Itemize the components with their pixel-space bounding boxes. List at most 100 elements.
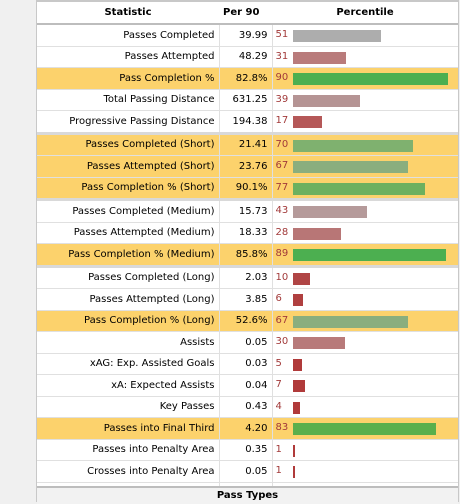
percentile-bar (292, 444, 295, 457)
percentile-bar (292, 466, 295, 478)
percentile-bar (292, 315, 408, 328)
percentile-value: 90 (275, 72, 289, 83)
stat-label: Crosses into Penalty Area (37, 460, 220, 483)
table-row: Pass Completion % (Long) 52.6% 67 (37, 310, 458, 332)
stat-label: Passes Attempted (Short) (37, 155, 220, 178)
percentile-cell: 4 (272, 396, 458, 418)
percentile-cell: 77 (272, 177, 458, 200)
stat-label: Assists (37, 331, 220, 354)
table-row: Key Passes 0.43 4 (37, 396, 458, 418)
per90-value: 82.8% (219, 67, 273, 90)
percentile-value: 7 (275, 379, 282, 390)
percentile-bar (292, 249, 446, 261)
table-row: Pass Completion % (Medium) 85.8% 89 (37, 243, 458, 267)
percentile-bar (292, 116, 322, 128)
percentile-value: 39 (275, 93, 289, 105)
per90-value: 4.20 (219, 417, 273, 440)
stat-label: Passes Attempted (Medium) (37, 222, 220, 244)
table-row: Passes Attempted (Long) 3.85 6 (37, 288, 458, 311)
percentile-value: 77 (275, 181, 289, 193)
per90-value: 0.43 (219, 396, 273, 418)
percentile-bar (292, 401, 300, 414)
stat-label: Key Passes (37, 396, 220, 418)
percentile-value: 17 (275, 115, 289, 126)
percentile-cell: 67 (272, 310, 458, 332)
percentile-bar (292, 51, 346, 64)
stat-label: Pass Completion % (Long) (37, 310, 220, 332)
stat-label: Passes Completed (37, 24, 220, 47)
percentile-bar (292, 73, 448, 85)
passing-stats-table: Statistic Per 90 Percentile Passes Compl… (37, 2, 458, 504)
per90-value: 39.99 (219, 24, 273, 47)
percentile-bar (292, 161, 408, 173)
table-row: Passes into Penalty Area 0.35 1 (37, 439, 458, 461)
percentile-value: 67 (275, 314, 289, 326)
per90-value: 18.33 (219, 222, 273, 244)
header-statistic[interactable]: Statistic (37, 2, 219, 25)
percentile-cell: 10 (272, 264, 458, 289)
stat-label: Pass Completion % (Short) (37, 177, 220, 200)
percentile-bar (292, 182, 425, 195)
percentile-bar (292, 337, 345, 349)
percentile-cell: 39 (272, 89, 458, 111)
percentile-cell: 7 (272, 374, 458, 397)
percentile-bar (292, 358, 302, 371)
percentile-cell: 28 (272, 222, 458, 244)
table-row: Passes Attempted (Medium) 18.33 28 (37, 222, 458, 244)
stat-label: Total Passing Distance (37, 89, 220, 111)
per90-value: 2.03 (219, 264, 273, 289)
stat-label: Passes Completed (Medium) (37, 198, 220, 223)
per90-value: 52.6% (219, 310, 273, 332)
table-row: xAG: Exp. Assisted Goals 0.03 5 (37, 353, 458, 375)
percentile-value: 6 (275, 293, 282, 304)
header-percentile[interactable]: Percentile (272, 2, 458, 25)
percentile-value: 43 (275, 205, 289, 216)
per90-value: 85.8% (219, 243, 273, 267)
table-row: Passes Attempted (Short) 23.76 67 (37, 155, 458, 178)
percentile-cell: 6 (272, 288, 458, 311)
per90-value: 21.41 (219, 131, 273, 156)
table-row: Pass Completion % 82.8% 90 (37, 67, 458, 90)
stat-label: Passes into Final Third (37, 417, 220, 440)
stat-label: Passes into Penalty Area (37, 439, 220, 461)
table-row: Passes into Final Third 4.20 83 (37, 417, 458, 440)
stat-label: Passes Attempted (Long) (37, 288, 220, 311)
stat-label: xAG: Exp. Assisted Goals (37, 353, 220, 375)
per90-value: 90.1% (219, 177, 273, 200)
section-title-pass-types: Pass Types (37, 486, 458, 504)
percentile-cell: 89 (272, 243, 458, 267)
per90-value: 631.25 (219, 89, 273, 111)
per90-value: 0.35 (219, 439, 273, 461)
stat-label: Passes Completed (Long) (37, 264, 220, 289)
table-row: Passes Completed 39.99 51 (37, 24, 458, 47)
percentile-value: 10 (275, 271, 289, 283)
percentile-cell: 51 (272, 24, 458, 47)
percentile-value: 1 (275, 443, 282, 455)
percentile-value: 89 (275, 248, 289, 259)
percentile-bar (292, 206, 367, 218)
percentile-bar (292, 94, 360, 107)
stat-label: Pass Completion % (37, 67, 220, 90)
percentile-cell: 67 (272, 155, 458, 178)
percentile-value: 67 (275, 160, 289, 171)
percentile-bar (292, 227, 341, 240)
percentile-cell: 31 (272, 46, 458, 68)
stat-label: Progressive Passing Distance (37, 110, 220, 134)
percentile-value: 1 (275, 465, 282, 476)
table-row: Passes Completed (Short) 21.41 70 (37, 131, 458, 156)
percentile-value: 83 (275, 422, 289, 433)
percentile-bar (292, 294, 303, 306)
per90-value: 15.73 (219, 198, 273, 223)
header-per90[interactable]: Per 90 (219, 2, 272, 25)
percentile-bar (292, 139, 413, 152)
percentile-value: 4 (275, 400, 282, 412)
table-row: Assists 0.05 30 (37, 331, 458, 354)
percentile-value: 31 (275, 50, 289, 62)
stat-label: xA: Expected Assists (37, 374, 220, 397)
header-row: Statistic Per 90 Percentile (37, 2, 458, 25)
percentile-bar (292, 380, 305, 392)
per90-value: 0.05 (219, 460, 273, 483)
stat-label: Passes Completed (Short) (37, 131, 220, 156)
percentile-cell: 5 (272, 353, 458, 375)
percentile-cell: 30 (272, 331, 458, 354)
